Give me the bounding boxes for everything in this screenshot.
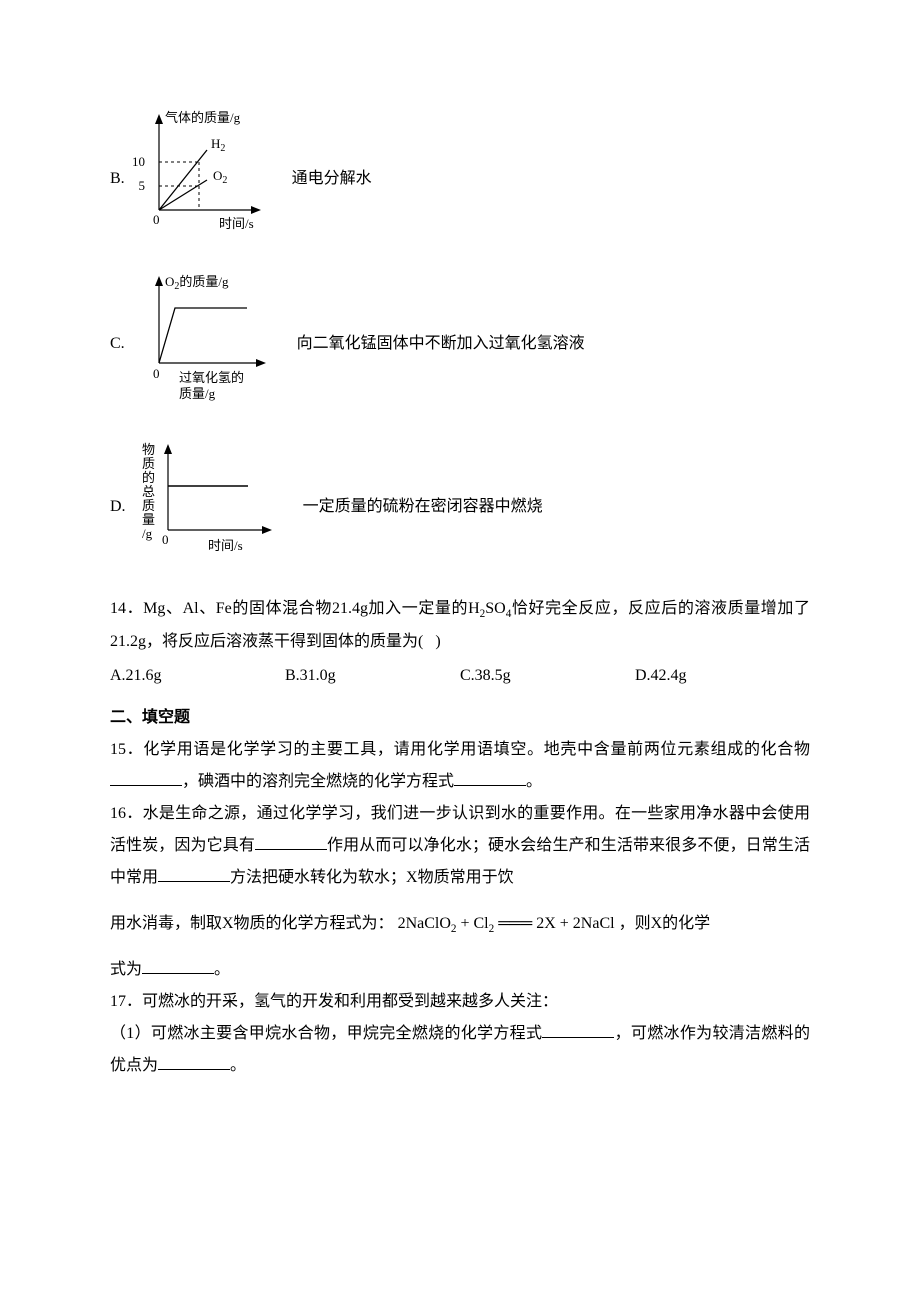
option-d-letter: D. [110,491,126,523]
svg-text:H2: H2 [211,136,225,154]
q16-p5: 。 [214,961,230,978]
q17-blank-1[interactable] [542,1021,614,1038]
svg-text:0: 0 [162,532,169,547]
q16-tail: 式为 。 [110,954,810,986]
svg-text:过氧化氢的: 过氧化氢的 [179,370,244,385]
q14-stem: 14．Mg、Al、Fe的固体混合物21.4g加入一定量的H2SO4恰好完全反应，… [110,593,810,658]
q16-eq-text: 用水消毒，制取X物质的化学方程式为： [110,915,394,932]
svg-text:O2的质量/g: O2的质量/g [165,274,229,292]
q15-blank-1[interactable] [110,769,182,786]
svg-text:气体的质量/g: 气体的质量/g [165,110,241,125]
svg-text:时间/s: 时间/s [208,538,243,553]
q14-stem-text: 14．Mg、Al、Fe的固体混合物21.4g加入一定量的H2SO4恰好完全反应，… [110,600,810,650]
option-d-text: 一定质量的硫粉在密闭容器中燃烧 [303,491,543,523]
q14-choice-c: C.38.5g [460,660,635,692]
q16-equation-line: 用水消毒，制取X物质的化学方程式为： 2NaClO2 + Cl2 ═══ 2X … [110,908,810,941]
option-c-chart: 0 O2的质量/g 过氧化氢的 质量/g [127,268,277,420]
q15-pre: 15．化学用语是化学学习的主要工具，请用化学用语填空。地壳中含量前两位元素组成的… [110,741,810,758]
option-b-letter: B. [110,163,125,195]
svg-text:5: 5 [138,178,145,193]
exam-page: B. 5 10 0 H2 O2 [0,0,920,1302]
q16-blank-1[interactable] [255,833,327,850]
q16-blank-3[interactable] [142,957,214,974]
option-b-row: B. 5 10 0 H2 O2 [110,108,810,250]
q16-blank-2[interactable] [158,865,230,882]
svg-text:量: 量 [142,512,155,527]
svg-text:的: 的 [142,470,155,485]
option-d-row: D. 0 物 质 的 总 质 量 /g 时间/s 一定质量的硫粉在密闭容器中燃烧 [110,438,810,575]
q16-p3: 方法把硬水转化为软水；X物质常用于饮 [230,869,514,886]
q17-l1: 17．可燃冰的开采，氢气的开发和利用都受到越来越多人关注： [110,986,810,1018]
q14-choice-b: B.31.0g [285,660,460,692]
q14-choices: A.21.6g B.31.0g C.38.5g D.42.4g [110,660,810,692]
svg-text:0: 0 [153,366,160,381]
q15-blank-2[interactable] [454,769,526,786]
svg-text:质: 质 [142,498,155,513]
q14-choice-a: A.21.6g [110,660,285,692]
q17-l2a: （1）可燃冰主要含甲烷水合物，甲烷完全燃烧的化学方程式 [110,1025,542,1042]
option-c-letter: C. [110,328,125,360]
svg-text:质: 质 [142,456,155,471]
section-2-title: 二、填空题 [110,702,810,734]
svg-text:时间/s: 时间/s [219,216,254,231]
option-d-chart: 0 物 质 的 总 质 量 /g 时间/s [128,438,283,575]
q16: 16．水是生命之源，通过化学学习，我们进一步认识到水的重要作用。在一些家用净水器… [110,798,810,894]
svg-text:10: 10 [132,154,145,169]
q16-p4: 式为 [110,961,142,978]
svg-text:/g: /g [142,526,153,541]
svg-text:O2: O2 [213,168,227,186]
svg-text:物: 物 [142,442,155,457]
q16-eq-rhs: ，则X的化学 [619,915,711,932]
svg-text:总: 总 [142,484,155,499]
option-b-text: 通电分解水 [292,163,372,195]
q14-choice-d: D.42.4g [635,660,810,692]
svg-text:质量/g: 质量/g [179,386,216,401]
option-c-text: 向二氧化锰固体中不断加入过氧化氢溶液 [297,328,585,360]
q17-l2c: 。 [230,1057,246,1074]
q17-l2: （1）可燃冰主要含甲烷水合物，甲烷完全燃烧的化学方程式，可燃冰作为较清洁燃料的优… [110,1018,810,1082]
option-b-chart: 5 10 0 H2 O2 气体的质量/g 时间/s [127,108,272,250]
svg-text:0: 0 [153,212,160,227]
option-c-row: C. 0 O2的质量/g 过氧化氢的 质量/g 向二氧化锰固体中不断加入过氧化氢… [110,268,810,420]
q16-equation: 2NaClO2 + Cl2 ═══ 2X + 2NaCl [398,915,615,932]
q15: 15．化学用语是化学学习的主要工具，请用化学用语填空。地壳中含量前两位元素组成的… [110,734,810,798]
q17-blank-2[interactable] [158,1053,230,1070]
q15-end: 。 [526,773,542,790]
q15-mid: ，碘酒中的溶剂完全燃烧的化学方程式 [182,773,454,790]
